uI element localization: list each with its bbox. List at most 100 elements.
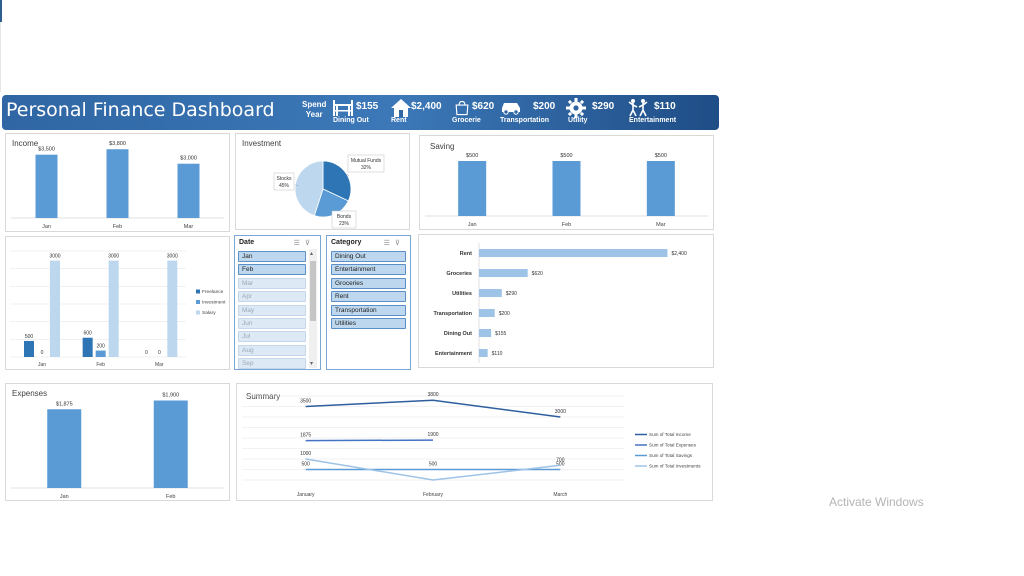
tick-label: February	[423, 492, 444, 498]
tick-label: January	[297, 492, 315, 498]
kpi-label: Grocerie	[452, 117, 481, 124]
kpi-label: Entertainment	[629, 117, 677, 124]
data-label: 3800	[427, 392, 438, 398]
callout-line	[295, 184, 299, 187]
legend-label: Salary	[202, 310, 216, 316]
data-label: 600	[83, 331, 92, 337]
date-slicer-scrollbar[interactable]: ▴ ▾	[309, 249, 317, 368]
activate-windows-watermark: Activate Windows	[829, 495, 924, 509]
bar	[35, 154, 58, 218]
bar	[95, 350, 106, 357]
chart-title: Investment	[242, 139, 282, 148]
callout-box	[331, 210, 357, 229]
clear-filter-icon[interactable]: ⊽	[304, 240, 315, 247]
slicer-item-jun[interactable]: Jun	[238, 318, 306, 329]
data-label: $3,500	[38, 147, 55, 153]
slicer-item-may[interactable]: May	[238, 304, 306, 316]
multi-select-icon[interactable]: ☰	[383, 240, 395, 247]
slicer-item-entertainment[interactable]: Entertainment	[331, 264, 406, 276]
bar	[479, 329, 492, 337]
pie-slice	[294, 160, 324, 217]
dashboard-title: Personal Finance Dashboard	[6, 99, 275, 121]
data-label: 3500	[300, 399, 311, 405]
data-label: 3000	[555, 409, 566, 415]
slicer-toolbar: ☰⊽	[384, 239, 405, 247]
tick-label: Jan	[42, 224, 51, 230]
legend-swatch	[196, 310, 200, 315]
data-label: $290	[506, 291, 517, 297]
slicer-item-sep[interactable]: Sep	[238, 358, 306, 370]
tick-label: Rent	[460, 251, 472, 257]
bar	[479, 269, 528, 277]
data-label: $200	[499, 311, 510, 317]
tick-label: Jan	[60, 494, 69, 500]
kpi-value: $110	[654, 101, 676, 112]
tick-label: Feb	[166, 494, 175, 500]
bar	[82, 337, 93, 357]
slicer-item-jan[interactable]: Jan	[238, 251, 306, 262]
slicer-item-apr[interactable]: Apr	[238, 291, 306, 303]
bar	[108, 260, 119, 357]
data-label: 1875	[300, 433, 311, 439]
data-label: 0	[145, 350, 148, 356]
bar	[646, 161, 675, 216]
legend-swatch	[196, 300, 200, 304]
slicer-item-mar[interactable]: Mar	[238, 277, 306, 289]
data-label: 3000	[49, 254, 60, 260]
date-slicer[interactable]: Date ☰⊽ Jan Feb Mar Apr May Jun Jul Aug Sep ▴ ▾	[234, 235, 321, 370]
income-sources-chart-panel[interactable]: 500 0 3000 Jan 600 200 3000 Feb 0 0 3000 Mar Freelan…	[5, 236, 230, 370]
data-label: 1900	[427, 432, 438, 438]
tick-label: Jan	[468, 222, 477, 228]
scroll-thumb[interactable]	[310, 261, 316, 321]
window-edge-marker	[0, 0, 2, 22]
slice-label: Stocks	[276, 176, 292, 182]
slicer-item-rent[interactable]: Rent	[331, 291, 406, 303]
slicer-item-aug[interactable]: Aug	[238, 344, 306, 356]
income-chart-panel[interactable]: Income $3,500 Jan $3,800 Feb $3,000 Mar	[5, 133, 230, 232]
bar	[153, 400, 188, 488]
slicer-item-feb[interactable]: Feb	[238, 264, 306, 276]
kpi-utility: $290 Utility	[565, 97, 620, 127]
kpi-dining-out: $155 Dining Out	[332, 97, 382, 127]
dining-icon	[333, 100, 353, 116]
slicer-item-transportation[interactable]: Transportation	[331, 304, 406, 316]
slicer-item-groceries[interactable]: Groceries	[331, 277, 406, 289]
bar	[479, 289, 502, 297]
bar	[47, 409, 82, 488]
multi-select-icon[interactable]: ☰	[293, 240, 305, 247]
legend-label: Sum of Total Investments	[649, 464, 701, 469]
spend-label-line1: Spend	[302, 100, 327, 109]
chart-title: Summary	[246, 392, 281, 401]
bar	[479, 309, 495, 317]
data-label: 0	[158, 350, 161, 356]
legend-swatch	[196, 289, 200, 294]
category-spend-chart-panel[interactable]: Rent $2,400 Groceries $620 Utilities $290 Tran…	[418, 234, 714, 368]
slicer-item-dining-out[interactable]: Dining Out	[331, 251, 406, 262]
data-label: $500	[560, 153, 572, 159]
kpi-value: $155	[356, 101, 379, 112]
category-slicer[interactable]: Category ☰⊽ Dining Out Entertainment Groce…	[326, 235, 411, 370]
legend-label: Investment	[202, 300, 226, 306]
slicer-item-utilities[interactable]: Utilities	[331, 318, 406, 329]
bar	[50, 260, 60, 357]
investment-chart-panel[interactable]: Investment Mutual Funds 32% Bonds 23% Stocks…	[235, 133, 410, 230]
chart-title: Income	[12, 139, 39, 148]
summary-chart-panel[interactable]: Summary January February March 3500 3800 3000…	[236, 383, 713, 501]
scroll-down-icon[interactable]: ▾	[310, 361, 314, 367]
kpi-label: Transportation	[500, 117, 550, 124]
slicer-item-jul[interactable]: Jul	[238, 331, 306, 343]
slicer-toolbar: ☰⊽	[294, 239, 315, 247]
clear-filter-icon[interactable]: ⊽	[394, 240, 405, 247]
bar	[167, 260, 178, 357]
saving-chart-panel[interactable]: Saving $500 Jan $500 Feb $500 Mar	[419, 135, 714, 230]
scroll-up-icon[interactable]: ▴	[310, 251, 314, 257]
expenses-chart-panel[interactable]: Expenses $1,875 Jan $1,900 Feb	[5, 383, 230, 501]
series-line	[305, 439, 434, 442]
people-dancing-icon	[628, 99, 648, 117]
legend-label: Freelance	[202, 289, 224, 295]
slice-label: Bonds	[337, 214, 352, 220]
callout-box	[273, 172, 295, 191]
data-label: $155	[495, 331, 506, 337]
callout-box	[347, 154, 385, 173]
expenses-bar-chart: $1,875 Jan $1,900 Feb	[11, 393, 224, 500]
